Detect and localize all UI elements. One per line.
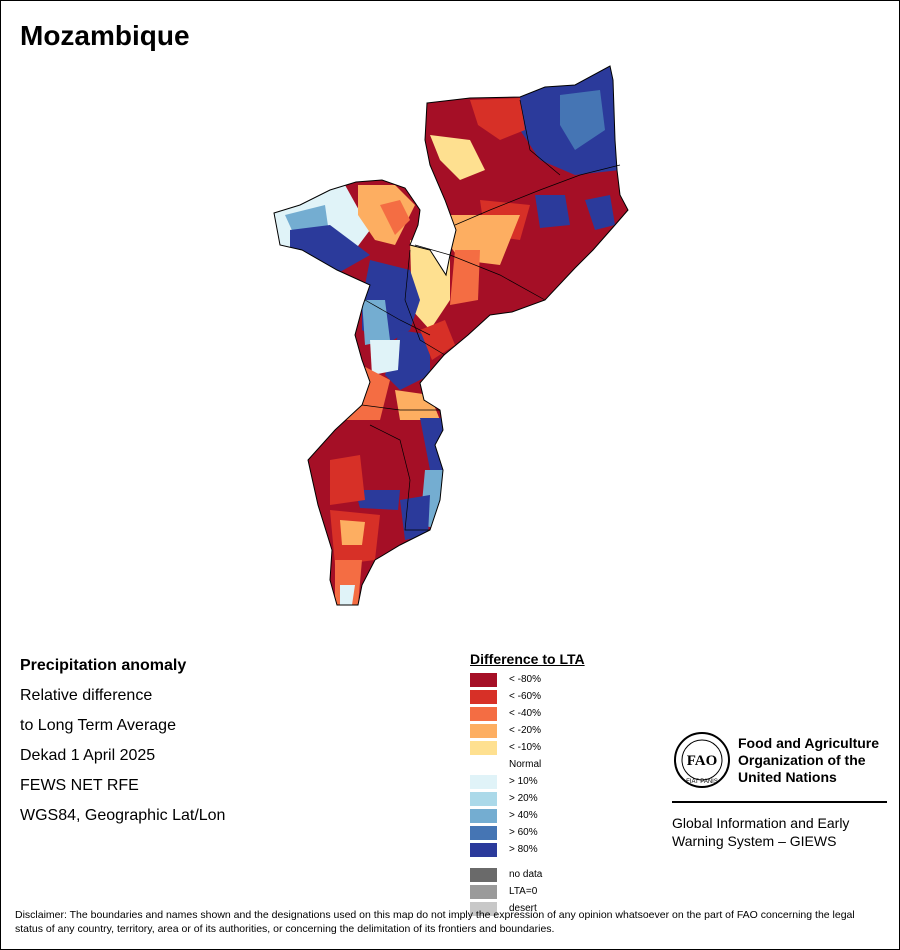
disclaimer: Disclaimer: The boundaries and names sho… <box>15 909 855 935</box>
map-title: Mozambique <box>20 20 190 51</box>
legend-class-row: < -20% <box>470 722 585 739</box>
info-line-4: FEWS NET RFE <box>20 777 139 794</box>
legend-class-row: < -40% <box>470 705 585 722</box>
legend-class-swatch <box>470 808 497 823</box>
legend-special-row: no data <box>470 866 585 883</box>
legend-class-label: < -80% <box>509 674 541 685</box>
legend: Difference to LTA < -80% < -60% < -40% < -2… <box>470 651 585 917</box>
legend-gap <box>470 858 585 866</box>
legend-class-row: < -10% <box>470 739 585 756</box>
info-line-5: WGS84, Geographic Lat/Lon <box>20 807 226 824</box>
info-line-2: to Long Term Average <box>20 717 176 734</box>
legend-special-swatch <box>470 901 497 916</box>
info-line-1: Relative difference <box>20 687 153 704</box>
giews-line-0: Global Information and Early <box>672 815 850 831</box>
legend-special-swatch <box>470 867 497 882</box>
legend-special-label: LTA=0 <box>509 886 538 897</box>
legend-class-label: > 20% <box>509 793 538 804</box>
giews-label: Global Information and Early Warning Sys… <box>672 814 892 850</box>
legend-class-row: > 60% <box>470 824 585 841</box>
fao-logo-icon: FAO FIAT PANIS <box>674 732 730 788</box>
info-line-3: Dekad 1 April 2025 <box>20 747 156 764</box>
legend-special: no data LTA=0 desert <box>470 866 585 917</box>
legend-class-swatch <box>470 825 497 840</box>
svg-text:FAO: FAO <box>687 753 718 769</box>
legend-class-swatch <box>470 842 497 857</box>
legend-class-swatch <box>470 774 497 789</box>
legend-class-label: > 80% <box>509 844 538 855</box>
legend-class-swatch <box>470 758 497 772</box>
legend-special-row: desert <box>470 900 585 917</box>
legend-class-row: > 10% <box>470 773 585 790</box>
map-info: Precipitation anomaly Relative differenc… <box>20 656 225 836</box>
legend-class-row: > 20% <box>470 790 585 807</box>
legend-class-swatch <box>470 672 497 687</box>
org-name-line-2: United Nations <box>738 769 837 785</box>
legend-class-label: < -20% <box>509 725 541 736</box>
legend-class-label: > 40% <box>509 810 538 821</box>
legend-class-swatch <box>470 791 497 806</box>
legend-class-swatch <box>470 689 497 704</box>
legend-classes: < -80% < -60% < -40% < -20% < -10% Normal > 10… <box>470 671 585 858</box>
legend-class-label: < -10% <box>509 742 541 753</box>
org-divider <box>672 801 887 803</box>
legend-class-label: < -40% <box>509 708 541 719</box>
legend-class-swatch <box>470 740 497 755</box>
legend-class-row: > 40% <box>470 807 585 824</box>
legend-class-swatch <box>470 723 497 738</box>
legend-class-row: < -80% <box>470 671 585 688</box>
legend-class-label: > 10% <box>509 776 538 787</box>
legend-class-row: Normal <box>470 756 585 773</box>
legend-class-row: < -60% <box>470 688 585 705</box>
legend-special-label: no data <box>509 869 543 880</box>
legend-class-label: < -60% <box>509 691 541 702</box>
legend-class-label: > 60% <box>509 827 538 838</box>
org-name: Food and Agriculture Organization of the… <box>738 735 898 786</box>
legend-class-swatch <box>470 706 497 721</box>
giews-line-1: Warning System – GIEWS <box>672 833 837 849</box>
org-name-line-1: Organization of the <box>738 752 866 768</box>
org-name-line-0: Food and Agriculture <box>738 735 880 751</box>
legend-special-row: LTA=0 <box>470 883 585 900</box>
precipitation-anomaly-map <box>273 65 629 606</box>
legend-title: Difference to LTA <box>470 651 585 667</box>
legend-special-label: desert <box>509 903 537 914</box>
province-boundaries <box>361 99 621 531</box>
legend-class-label: Normal <box>509 759 542 770</box>
legend-class-row: > 80% <box>470 841 585 858</box>
svg-text:FIAT PANIS: FIAT PANIS <box>686 779 718 785</box>
legend-special-swatch <box>470 884 497 899</box>
info-line-0: Precipitation anomaly <box>20 657 187 674</box>
